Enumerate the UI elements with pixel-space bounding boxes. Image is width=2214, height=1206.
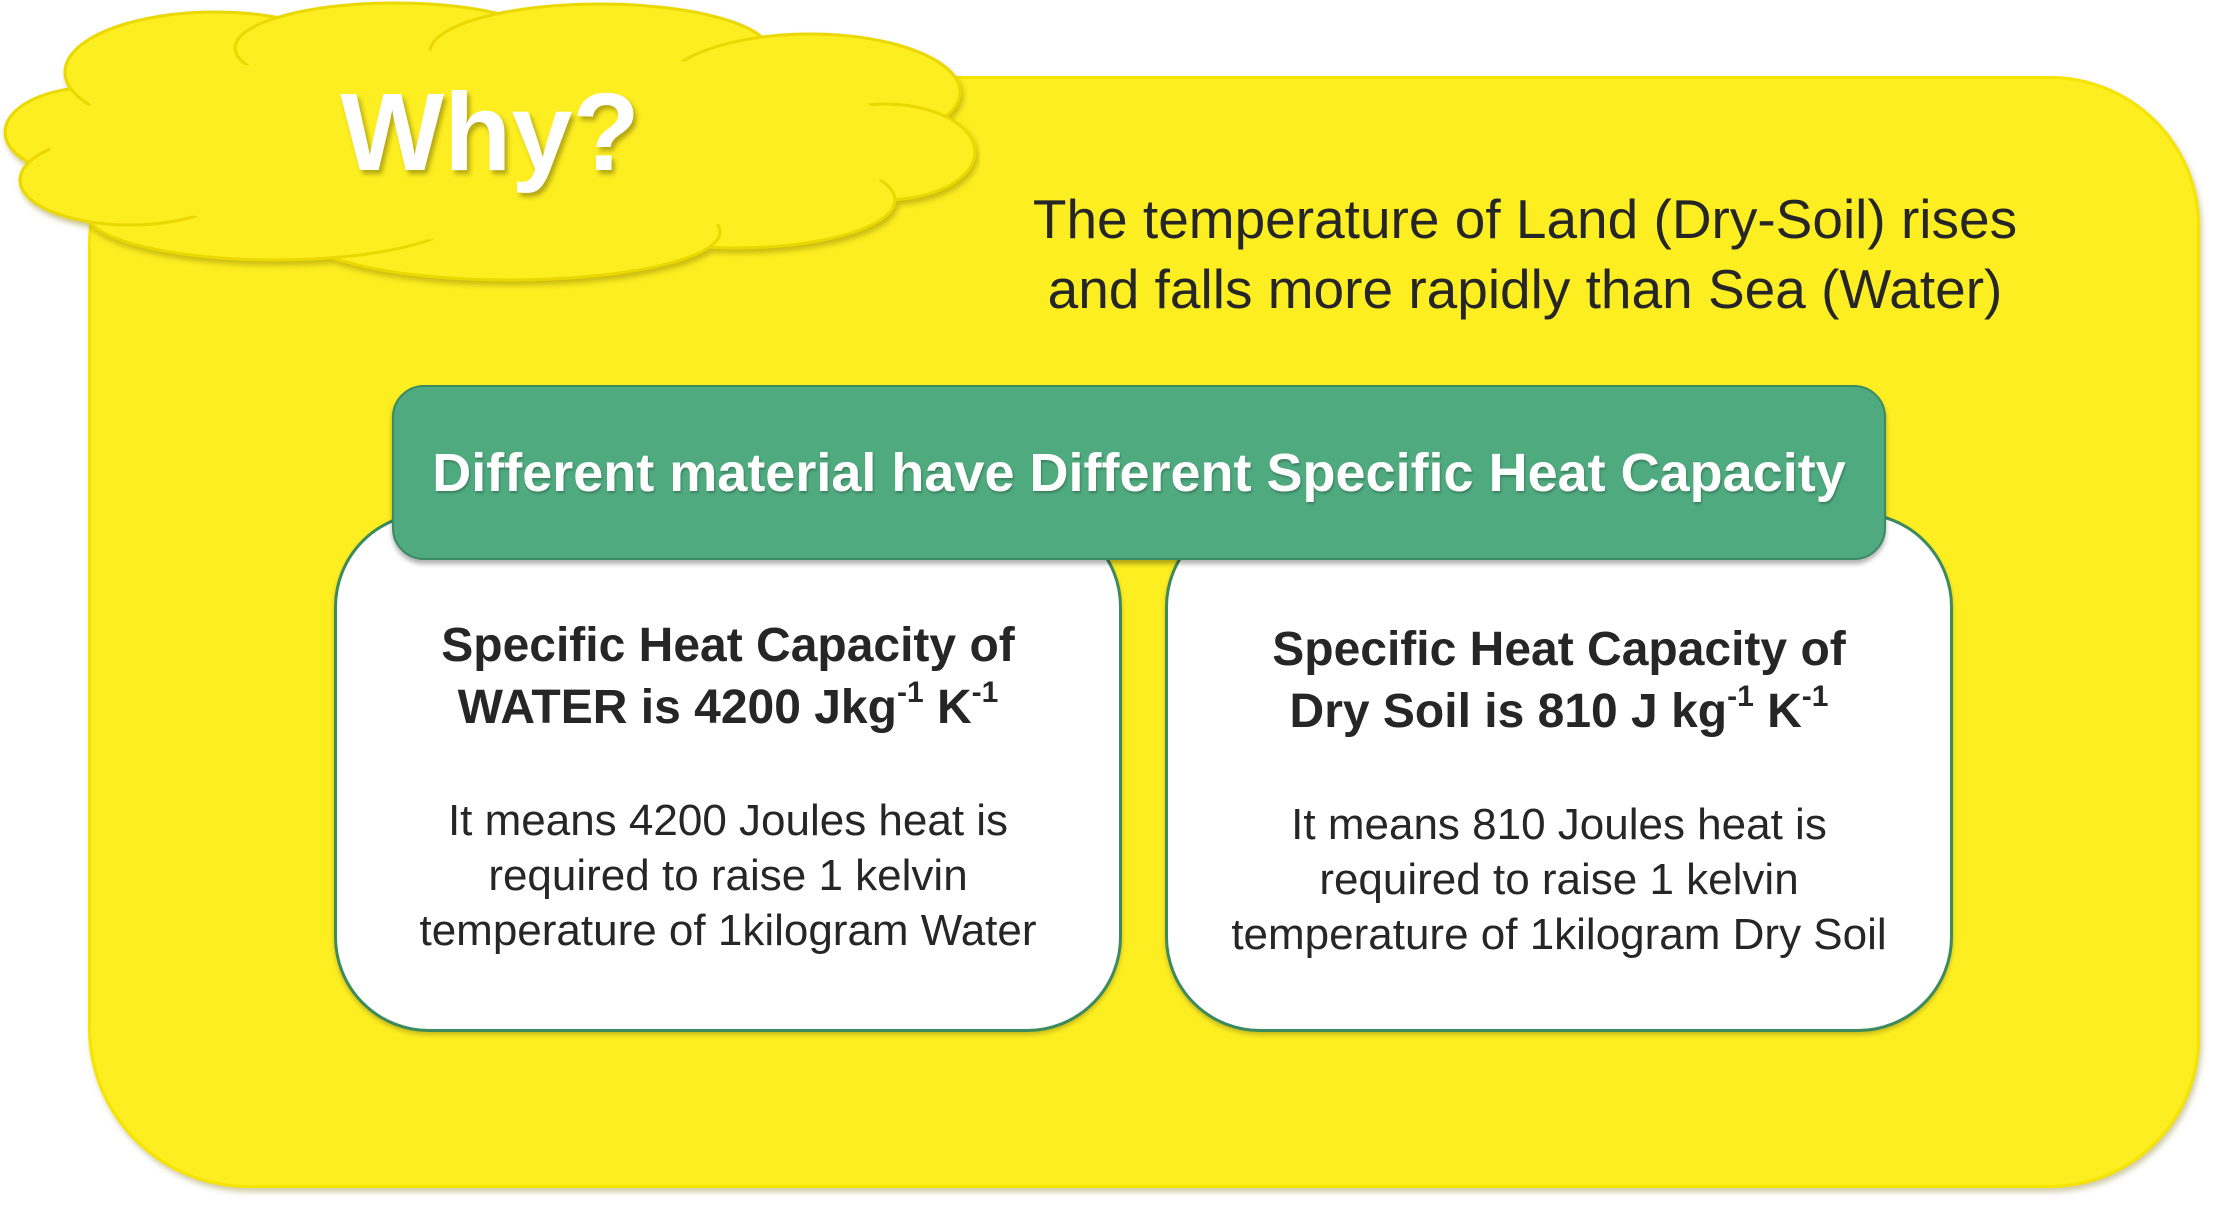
water-card-heading: Specific Heat Capacity of WATER is 4200 … — [337, 615, 1119, 739]
soil-card-heading: Specific Heat Capacity of Dry Soil is 81… — [1168, 619, 1950, 743]
soil-body-line-3: temperature of 1kilogram Dry Soil — [1231, 910, 1887, 959]
water-body-line-2: required to raise 1 kelvin — [488, 851, 968, 900]
water-kelvin-unit: K — [923, 681, 972, 734]
water-body-line-3: temperature of 1kilogram Water — [419, 906, 1037, 955]
water-card-body: It means 4200 Joules heat is required to… — [337, 793, 1119, 958]
soil-kelvin-unit: K — [1753, 685, 1802, 738]
water-heading-line-1: Specific Heat Capacity of — [441, 619, 1015, 672]
water-card: Specific Heat Capacity of WATER is 4200 … — [334, 512, 1122, 1032]
banner-text: Different material have Different Specif… — [432, 442, 1846, 503]
soil-heading-value: Dry Soil is 810 J kg — [1289, 685, 1728, 738]
soil-k-exponent: -1 — [1801, 680, 1829, 713]
soil-card-body: It means 810 Joules heat is required to … — [1168, 797, 1950, 962]
specific-heat-banner: Different material have Different Specif… — [392, 385, 1886, 560]
water-heading-line-2: WATER is 4200 Jkg-1 K-1 — [337, 677, 1119, 739]
soil-body-line-2: required to raise 1 kelvin — [1319, 855, 1799, 904]
water-heading-value: WATER is 4200 Jkg — [457, 681, 897, 734]
soil-kg-exponent: -1 — [1727, 680, 1754, 713]
why-title: Why? — [340, 71, 640, 194]
intro-line-2: and falls more rapidly than Sea (Water) — [1047, 258, 2003, 320]
soil-body-line-1: It means 810 Joules heat is — [1291, 800, 1827, 849]
cloud-shape — [3, 1, 977, 282]
intro-line-1: The temperature of Land (Dry-Soil) rises — [1032, 188, 2018, 250]
water-kg-exponent: -1 — [896, 676, 924, 709]
intro-statement: The temperature of Land (Dry-Soil) rises… — [960, 184, 2090, 324]
water-k-exponent: -1 — [971, 676, 999, 709]
soil-heading-line-2: Dry Soil is 810 J kg-1 K-1 — [1168, 681, 1950, 743]
water-body-line-1: It means 4200 Joules heat is — [447, 796, 1009, 845]
dry-soil-card: Specific Heat Capacity of Dry Soil is 81… — [1165, 512, 1953, 1032]
soil-heading-line-1: Specific Heat Capacity of — [1272, 623, 1846, 676]
